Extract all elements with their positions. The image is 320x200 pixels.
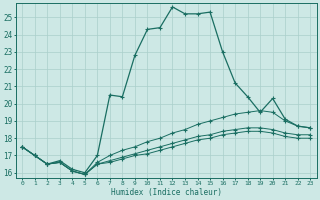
X-axis label: Humidex (Indice chaleur): Humidex (Indice chaleur): [111, 188, 222, 197]
